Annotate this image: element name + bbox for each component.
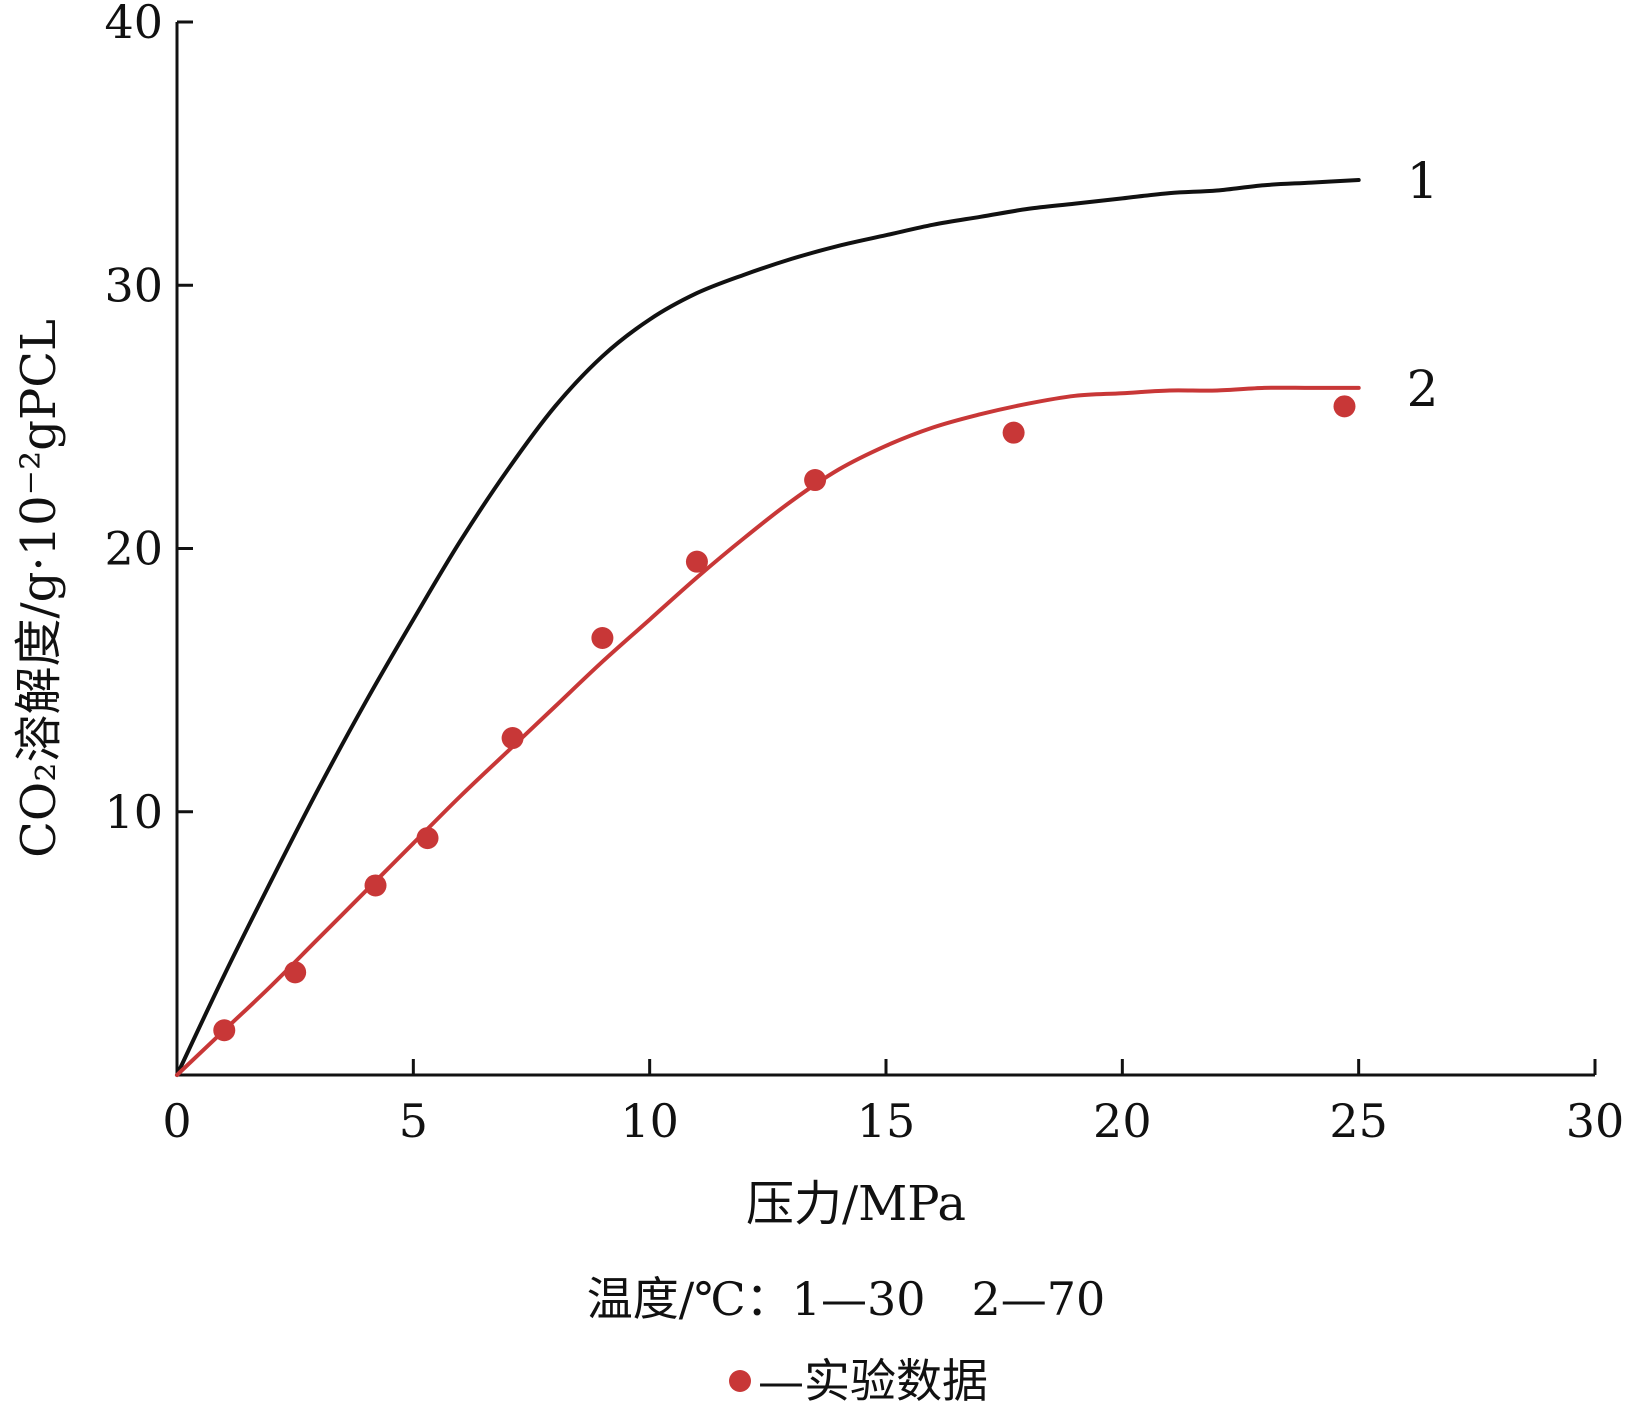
x-tick-label: 0: [162, 1094, 191, 1148]
points-legend: —实验数据: [758, 1354, 988, 1408]
data-point: [591, 627, 614, 650]
x-axis-ticks: 0 5 10 15 20 25 30: [162, 1059, 1624, 1148]
plot-axes: [175, 22, 1595, 1077]
x-axis-title: 压力/MPa: [746, 1176, 966, 1232]
x-tick-label: 5: [399, 1094, 428, 1148]
temperature-legend: 温度/℃：1—30 2—70: [587, 1272, 1106, 1326]
data-point: [685, 550, 708, 573]
series-line-2: [175, 385, 1361, 1077]
curve-label-1: 1: [1407, 152, 1439, 210]
y-tick-label: 20: [104, 522, 163, 576]
data-point: [1002, 421, 1025, 444]
series-line-1: [175, 178, 1361, 1077]
x-tick-label: 25: [1329, 1094, 1388, 1148]
experimental-points: [213, 395, 1356, 1042]
y-axis-ticks: 10 20 30 40: [104, 0, 193, 839]
series-layer: [175, 178, 1361, 1077]
data-point: [804, 469, 827, 492]
data-point: [213, 1019, 236, 1042]
data-point: [284, 961, 307, 984]
y-tick-label: 10: [104, 785, 163, 839]
legend-point-marker: [729, 1370, 751, 1392]
data-point: [416, 827, 439, 850]
data-point: [364, 874, 387, 897]
y-tick-label: 40: [104, 0, 163, 49]
data-point: [501, 727, 524, 750]
x-tick-label: 15: [857, 1094, 916, 1148]
curve-labels: 12: [1407, 152, 1439, 418]
y-axis-title: CO₂溶解度/g·10⁻²gPCL: [11, 319, 67, 858]
x-tick-label: 20: [1093, 1094, 1152, 1148]
data-point: [1333, 395, 1356, 418]
curve-label-2: 2: [1407, 360, 1439, 418]
x-tick-label: 10: [620, 1094, 679, 1148]
y-tick-label: 30: [104, 258, 163, 312]
x-tick-label: 30: [1566, 1094, 1625, 1148]
